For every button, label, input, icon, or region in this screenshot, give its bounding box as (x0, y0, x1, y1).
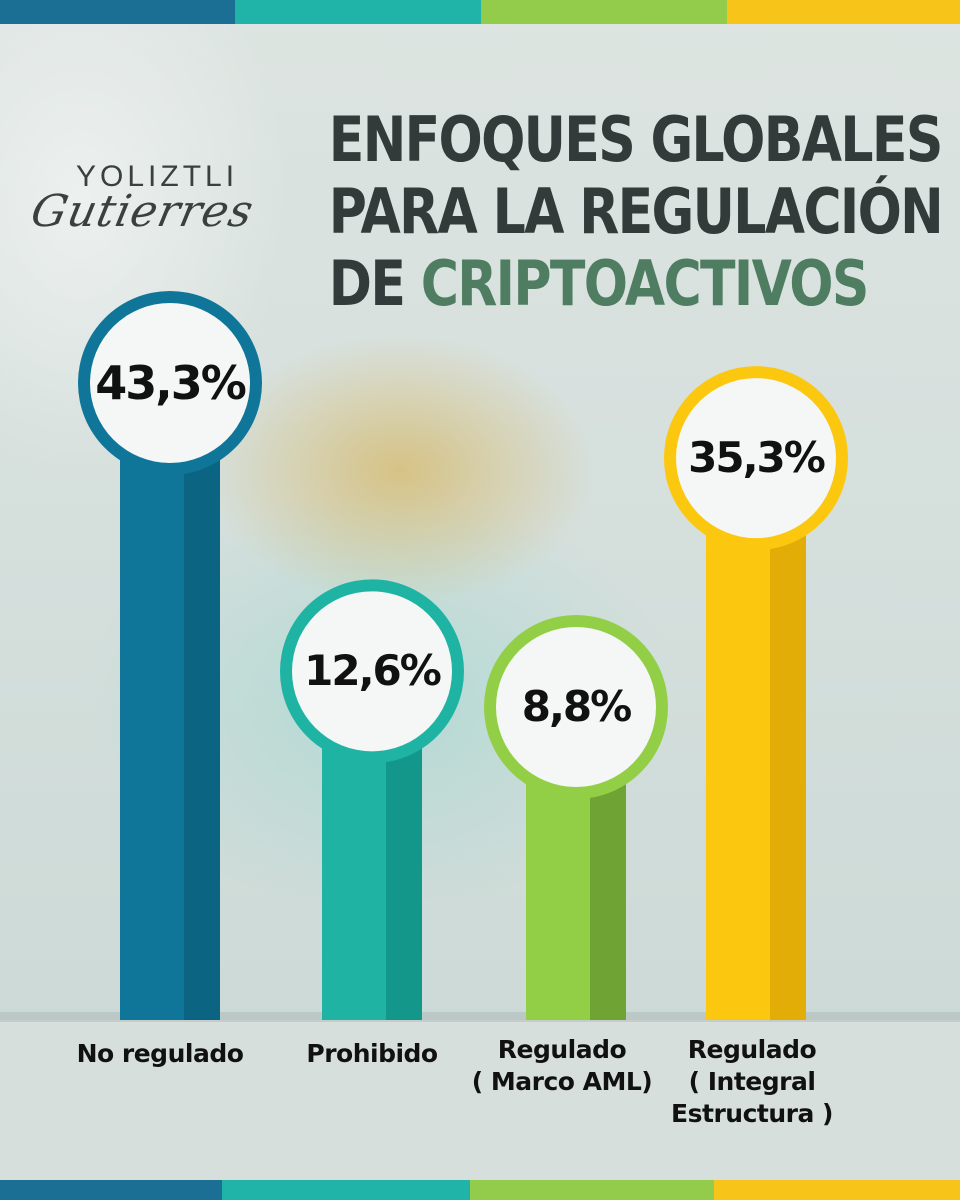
data-label: 43,3% (95, 356, 247, 410)
bottom-color-band (0, 1180, 960, 1200)
category-label-line: Regulado (497, 1035, 627, 1064)
category-label-line: No regulado (76, 1039, 244, 1068)
band-segment-yellow (727, 0, 960, 24)
title-line-3: DE CRIPTOACTIVOS (328, 247, 870, 320)
band-segment-teal-bottom (222, 1180, 470, 1200)
category-label: No regulado (60, 1038, 260, 1070)
title-line-1: ENFOQUES GLOBALES (328, 103, 944, 176)
band-segment-teal (235, 0, 481, 24)
category-label-line: ( Marco AML) (471, 1067, 653, 1096)
data-label: 8,8% (521, 682, 632, 731)
band-segment-blue-bottom (0, 1180, 222, 1200)
category-label-line: Prohibido (306, 1039, 438, 1068)
value-circle (292, 591, 452, 752)
baseline-shadow (0, 1012, 960, 1022)
band-segment-yellow-bottom (714, 1180, 960, 1200)
top-color-band (0, 0, 960, 24)
brand-logo: YOLIZTLI Gutierres (22, 150, 262, 260)
data-label: 12,6% (304, 646, 442, 696)
logo-top-text: YOLIZTLI (76, 160, 239, 193)
bar-shade (184, 383, 220, 1020)
title-line-3-accent: CRIPTOACTIVOS (420, 247, 870, 320)
category-label-line: Estructura ) (671, 1099, 833, 1128)
value-circle (496, 627, 656, 787)
category-label-line: ( Integral (688, 1067, 816, 1096)
category-label: Regulado ( Integral Estructura ) (652, 1034, 852, 1130)
band-segment-green-bottom (470, 1180, 714, 1200)
data-label: 35,3% (688, 433, 826, 483)
category-label-strip (0, 1020, 960, 1180)
value-circle (676, 378, 836, 539)
band-segment-green (481, 0, 727, 24)
category-label-line: Regulado (687, 1035, 817, 1064)
value-circle (90, 303, 250, 463)
title-line-3-prefix: DE (328, 247, 421, 320)
category-label: Prohibido (272, 1038, 472, 1070)
category-label: Regulado ( Marco AML) (462, 1034, 662, 1098)
bar-shade (770, 458, 806, 1020)
band-segment-blue (0, 0, 235, 24)
